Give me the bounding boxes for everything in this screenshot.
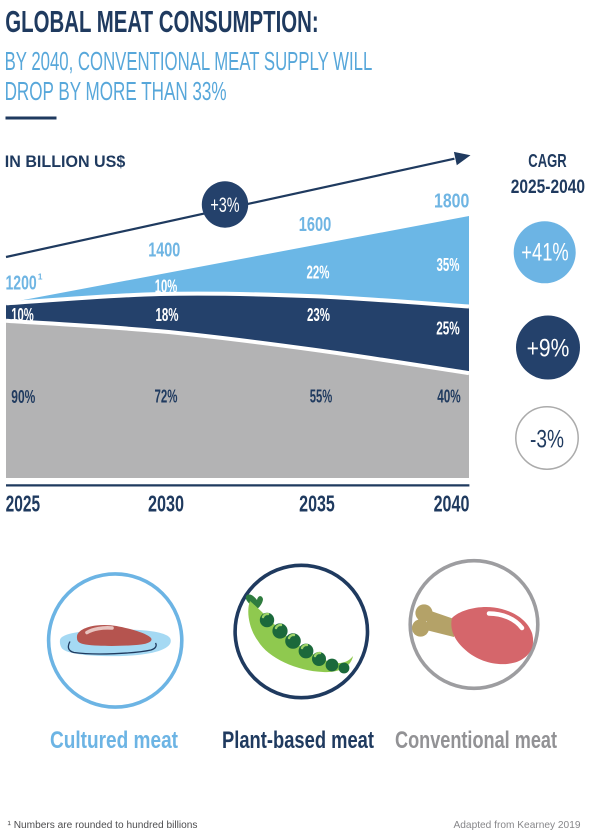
svg-text:55%: 55%: [310, 387, 333, 407]
svg-text:CAGR: CAGR: [528, 150, 567, 171]
svg-text:2040: 2040: [434, 491, 470, 517]
svg-text:2030: 2030: [148, 491, 184, 517]
svg-text:2025: 2025: [6, 491, 41, 517]
svg-text:18%: 18%: [156, 305, 179, 325]
svg-text:35%: 35%: [437, 255, 460, 275]
svg-text:72%: 72%: [155, 387, 178, 407]
svg-text:Cultured meat: Cultured meat: [50, 727, 178, 754]
svg-text:1: 1: [38, 272, 43, 282]
svg-text:1200: 1200: [6, 273, 37, 295]
svg-text:GLOBAL MEAT CONSUMPTION:: GLOBAL MEAT CONSUMPTION:: [5, 5, 318, 39]
svg-text:1400: 1400: [148, 240, 180, 262]
svg-text:Conventional meat: Conventional meat: [395, 727, 557, 754]
svg-text:BY 2040, CONVENTIONAL MEAT SUP: BY 2040, CONVENTIONAL MEAT SUPPLY WILL: [5, 48, 373, 76]
svg-text:2025-2040: 2025-2040: [511, 176, 585, 198]
svg-text:23%: 23%: [307, 305, 330, 325]
svg-text:+3%: +3%: [210, 194, 239, 217]
svg-text:+9%: +9%: [527, 335, 570, 363]
svg-text:-3%: -3%: [530, 426, 564, 454]
svg-text:22%: 22%: [307, 263, 330, 283]
svg-text:25%: 25%: [436, 319, 460, 339]
svg-text:2035: 2035: [299, 491, 335, 517]
svg-text:40%: 40%: [437, 387, 461, 407]
svg-text:Adapted from Kearney 2019: Adapted from Kearney 2019: [454, 819, 581, 831]
svg-text:1800: 1800: [434, 190, 469, 212]
svg-text:10%: 10%: [11, 305, 34, 325]
svg-text:Plant-based meat: Plant-based meat: [222, 727, 374, 754]
svg-text:90%: 90%: [11, 387, 35, 407]
svg-text:1600: 1600: [299, 214, 332, 236]
svg-text:¹ Numbers are rounded to hundr: ¹ Numbers are rounded to hundred billion…: [8, 820, 198, 831]
svg-text:IN BILLION US$: IN BILLION US$: [5, 152, 126, 171]
svg-text:+41%: +41%: [521, 239, 568, 267]
svg-text:10%: 10%: [155, 277, 178, 297]
svg-text:DROP BY MORE THAN 33%: DROP BY MORE THAN 33%: [5, 78, 227, 106]
